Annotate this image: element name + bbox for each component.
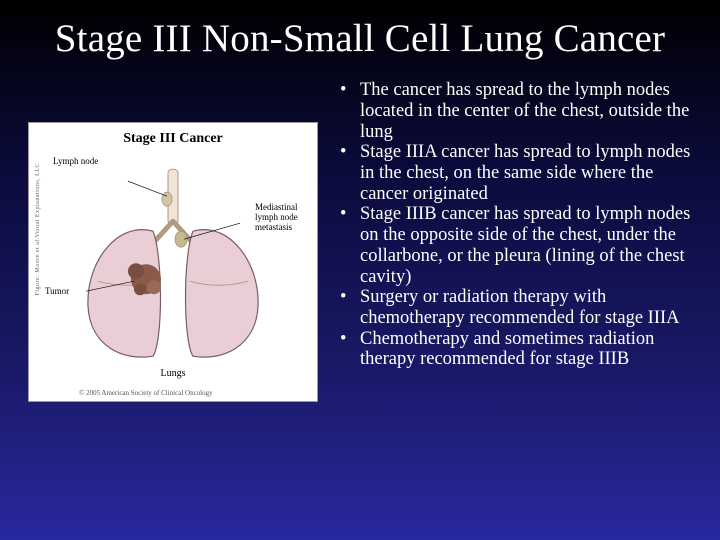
lymph-node-icon [162, 192, 172, 206]
slide: Stage III Non-Small Cell Lung Cancer Sta… [0, 0, 720, 540]
anatomy-figure: Stage III Cancer Figure: Moore et al.Vis… [28, 122, 318, 402]
label-tumor: Tumor [45, 287, 69, 297]
bullet-item: Chemotherapy and sometimes radiation the… [336, 329, 692, 370]
figure-copyright-bottom: © 2005 American Society of Clinical Onco… [79, 389, 213, 397]
bullet-list: The cancer has spread to the lymph nodes… [336, 78, 692, 370]
mediastinal-node-icon [175, 231, 187, 247]
label-lymph-node: Lymph node [53, 157, 98, 167]
content-row: Stage III Cancer Figure: Moore et al.Vis… [28, 78, 692, 402]
bullet-item: The cancer has spread to the lymph nodes… [336, 80, 692, 142]
lungs-icon [68, 161, 278, 371]
label-mediastinal: Mediastinal lymph node metastasis [255, 203, 309, 233]
bullet-item: Stage IIIA cancer has spread to lymph no… [336, 142, 692, 204]
label-lungs: Lungs [161, 368, 186, 379]
figure-heading: Stage III Cancer [29, 131, 317, 147]
bullet-item: Surgery or radiation therapy with chemot… [336, 287, 692, 328]
figure-copyright-side: Figure: Moore et al.Visual Explanations,… [35, 163, 41, 295]
bullet-item: Stage IIIB cancer has spread to lymph no… [336, 204, 692, 287]
slide-title: Stage III Non-Small Cell Lung Cancer [28, 18, 692, 60]
